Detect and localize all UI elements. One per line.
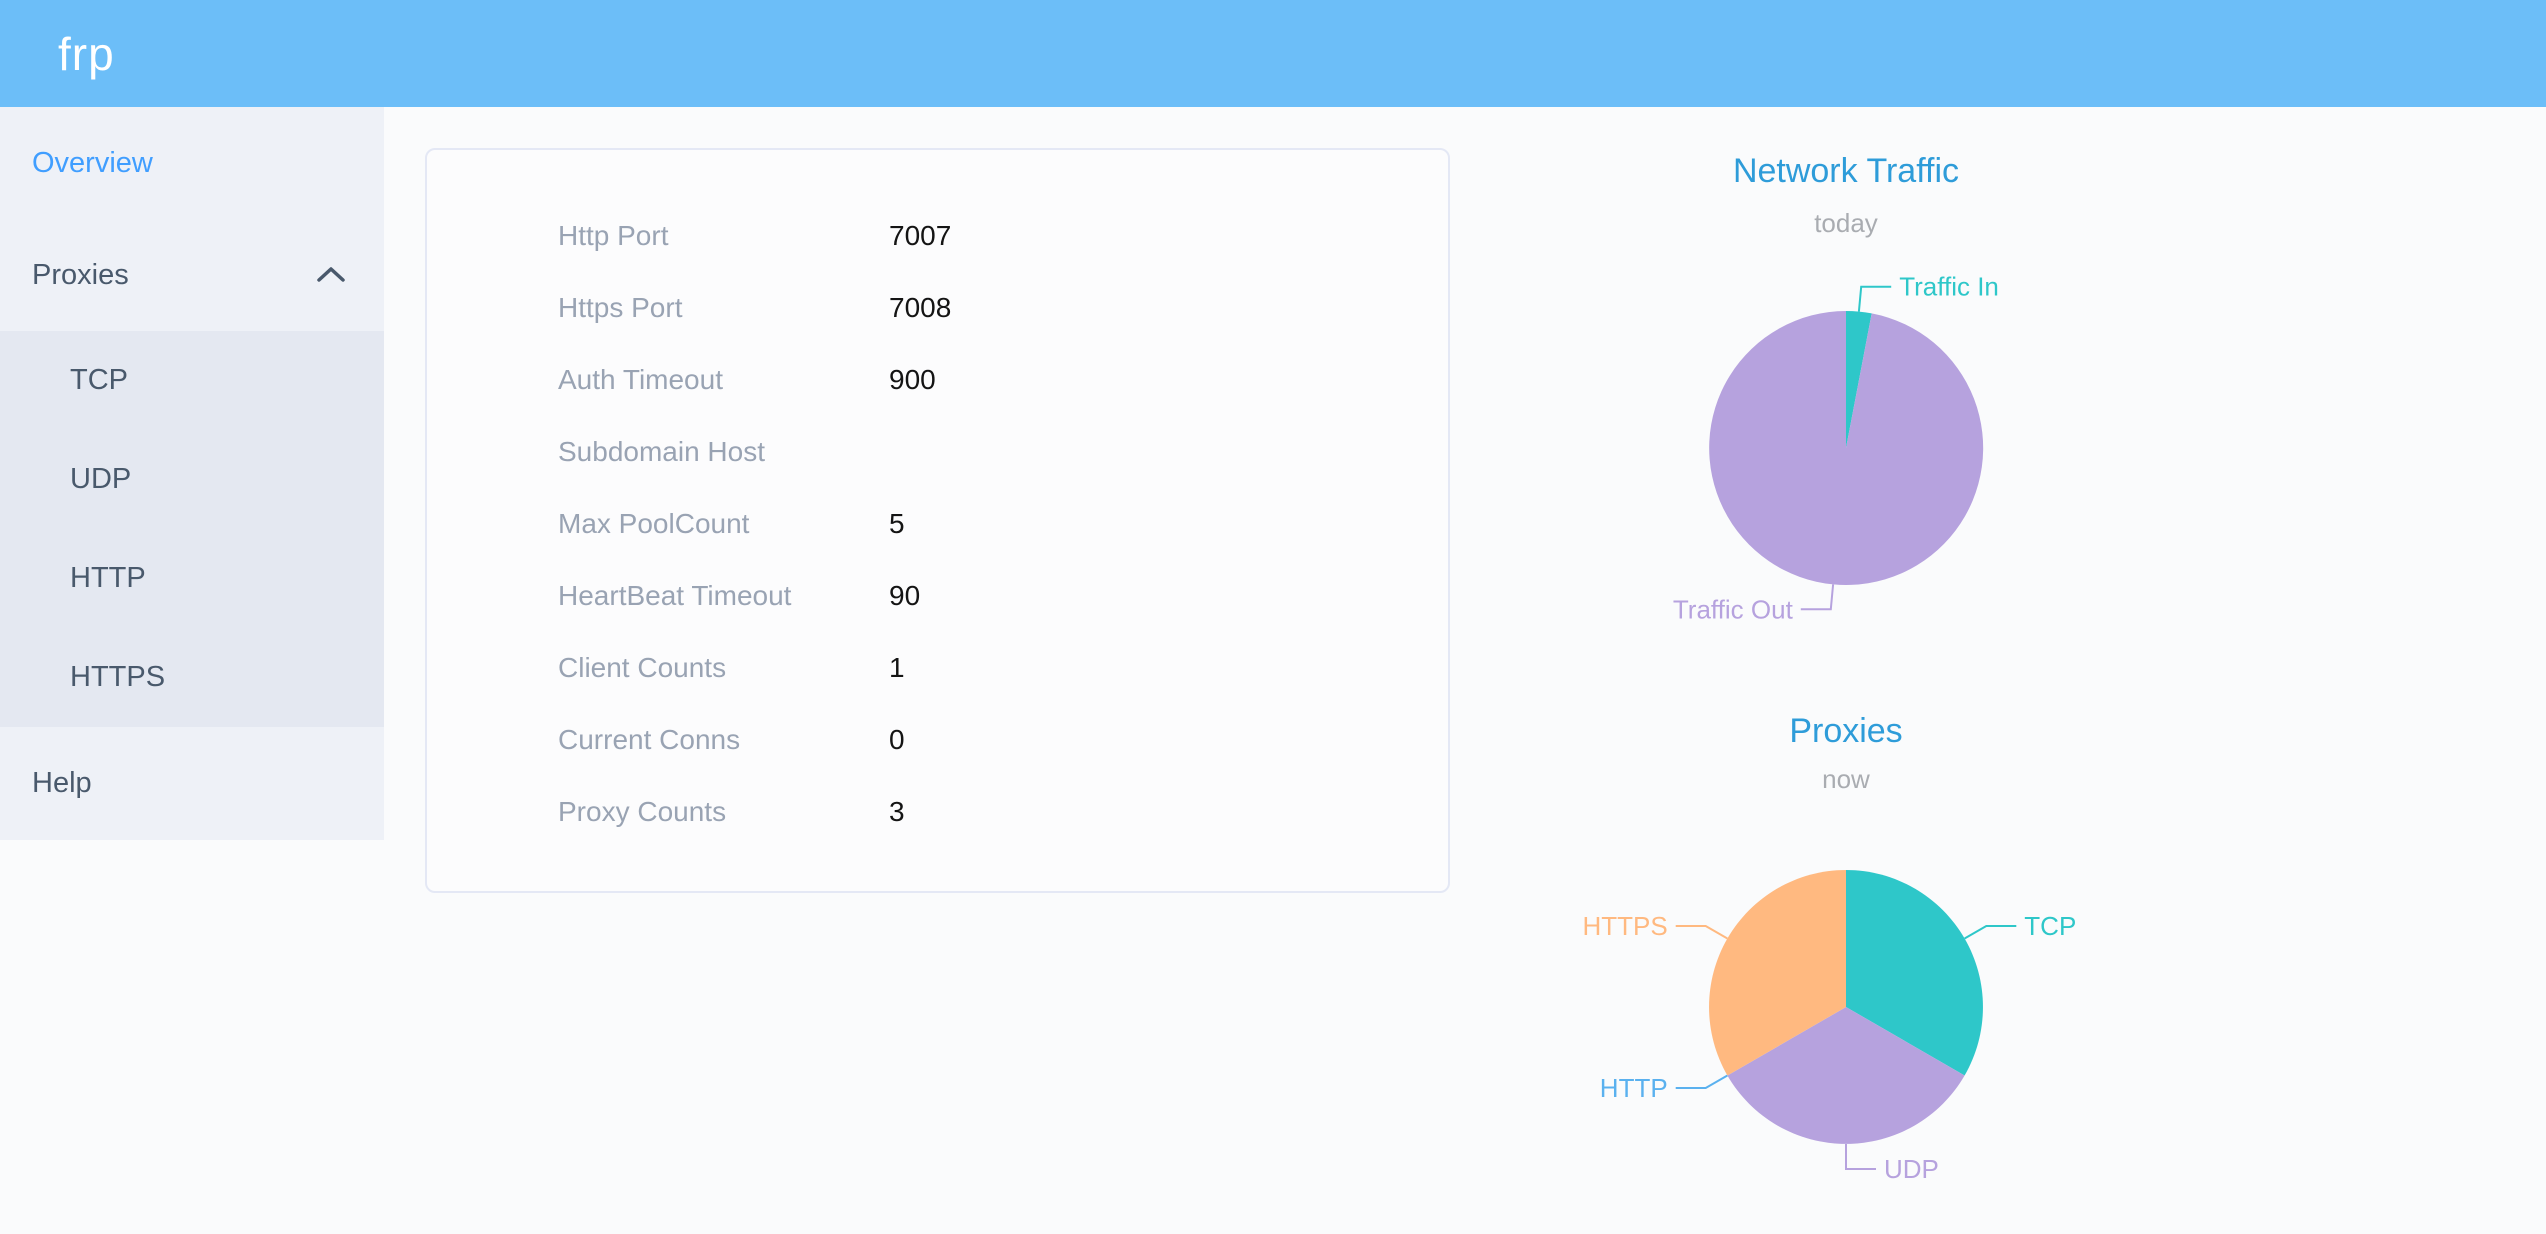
server-info-value: 1 — [889, 652, 905, 683]
pie-label-tcp: TCP — [2024, 911, 2076, 941]
server-info-value: 5 — [889, 508, 905, 539]
pie-label-line-traffic-out — [1800, 584, 1835, 611]
pie-label-line-tcp — [1964, 925, 2017, 940]
server-info-label: Current Conns — [558, 724, 741, 755]
server-info-row: Proxy Counts 3 — [427, 776, 1448, 848]
pie-label-udp: UDP — [1884, 1154, 1939, 1184]
server-info-row: Https Port 7008 — [427, 272, 1448, 344]
server-info-row: Auth Timeout 900 — [427, 344, 1448, 416]
server-info-label: Https Port — [558, 292, 683, 323]
pie-label-line-traffic-in — [1857, 285, 1892, 312]
app-logo: frp — [58, 27, 115, 80]
sidebar-item-help[interactable]: Help — [0, 727, 384, 840]
pie-label-line-udp — [1845, 1144, 1876, 1170]
server-info-value: 3 — [889, 796, 905, 827]
server-info-row: Current Conns 0 — [427, 704, 1448, 776]
server-info-row: HeartBeat Timeout 90 — [427, 560, 1448, 632]
sidebar-item-udp[interactable]: UDP — [0, 430, 384, 529]
server-info-value: 90 — [889, 580, 921, 611]
server-info-label: Subdomain Host — [558, 436, 766, 467]
server-info-label: Auth Timeout — [558, 364, 723, 395]
sidebar-item-label: HTTPS — [70, 661, 166, 693]
server-info-card: Http Port 7007 Https Port 7008 Auth Timeout 9… — [425, 148, 1450, 893]
sidebar-item-overview[interactable]: Overview — [0, 107, 384, 219]
sidebar-item-label: Overview — [32, 146, 153, 179]
pie-slice-traffic-out[interactable] — [1709, 311, 1984, 585]
pie-slice-tcp[interactable] — [1846, 870, 1983, 1076]
server-info-row: Max PoolCount 5 — [427, 488, 1448, 560]
pie-label-traffic-out: Traffic Out — [1673, 594, 1794, 624]
sidebar-item-https[interactable]: HTTPS — [0, 628, 384, 727]
server-info-value: 900 — [889, 364, 936, 395]
sidebar-item-label: HTTP — [70, 562, 146, 594]
pie-label-line-https — [1675, 925, 1728, 940]
pie-label-traffic-in: Traffic In — [1899, 272, 1999, 302]
pie-label-http: HTTP — [1600, 1073, 1668, 1103]
server-info-value: 7007 — [889, 220, 952, 251]
server-info-label: Http Port — [558, 220, 669, 251]
pie-label-line-http — [1675, 1074, 1728, 1089]
network-traffic-pie-chart[interactable]: Traffic In Traffic Out — [1496, 250, 2196, 680]
server-info-label: Client Counts — [558, 652, 727, 683]
network-traffic-chart-subtitle: today — [1814, 208, 1878, 238]
proxies-chart-subtitle: now — [1822, 764, 1870, 794]
sidebar-item-tcp[interactable]: TCP — [0, 331, 384, 430]
pie-slice-udp[interactable] — [1727, 1007, 1965, 1144]
sidebar-item-http[interactable]: HTTP — [0, 529, 384, 628]
sidebar-item-label: UDP — [70, 463, 132, 495]
sidebar-item-label: TCP — [70, 364, 128, 396]
server-info-label: HeartBeat Timeout — [558, 580, 792, 611]
network-traffic-chart-title: Network Traffic — [1732, 152, 1960, 190]
server-info-row: Http Port 7007 — [427, 200, 1448, 272]
pie-slice-https[interactable] — [1709, 870, 1846, 1076]
sidebar: Overview Proxies TCP UDP HTTP HTTPS Help — [0, 107, 384, 840]
proxies-pie-chart[interactable]: TCP UDP HTTP HTTPS — [1496, 820, 2196, 1234]
sidebar-submenu-proxies: TCP UDP HTTP HTTPS — [0, 331, 384, 727]
server-info-label: Max PoolCount — [558, 508, 750, 539]
pie-slice-traffic-in[interactable] — [1846, 310, 1872, 448]
pie-label-https: HTTPS — [1582, 911, 1667, 941]
sidebar-item-label: Help — [32, 767, 92, 799]
server-info-value: 7008 — [889, 292, 952, 323]
server-info-row: Subdomain Host — [427, 416, 1448, 488]
server-info-row: Client Counts 1 — [427, 632, 1448, 704]
sidebar-item-label: Proxies — [32, 258, 129, 291]
server-info-label: Proxy Counts — [558, 796, 727, 827]
proxies-chart-title: Proxies — [1789, 712, 1903, 750]
chevron-up-icon — [317, 267, 345, 282]
sidebar-item-proxies[interactable]: Proxies — [0, 219, 384, 331]
app-header: frp — [0, 0, 2546, 107]
server-info-value: 0 — [889, 724, 905, 755]
